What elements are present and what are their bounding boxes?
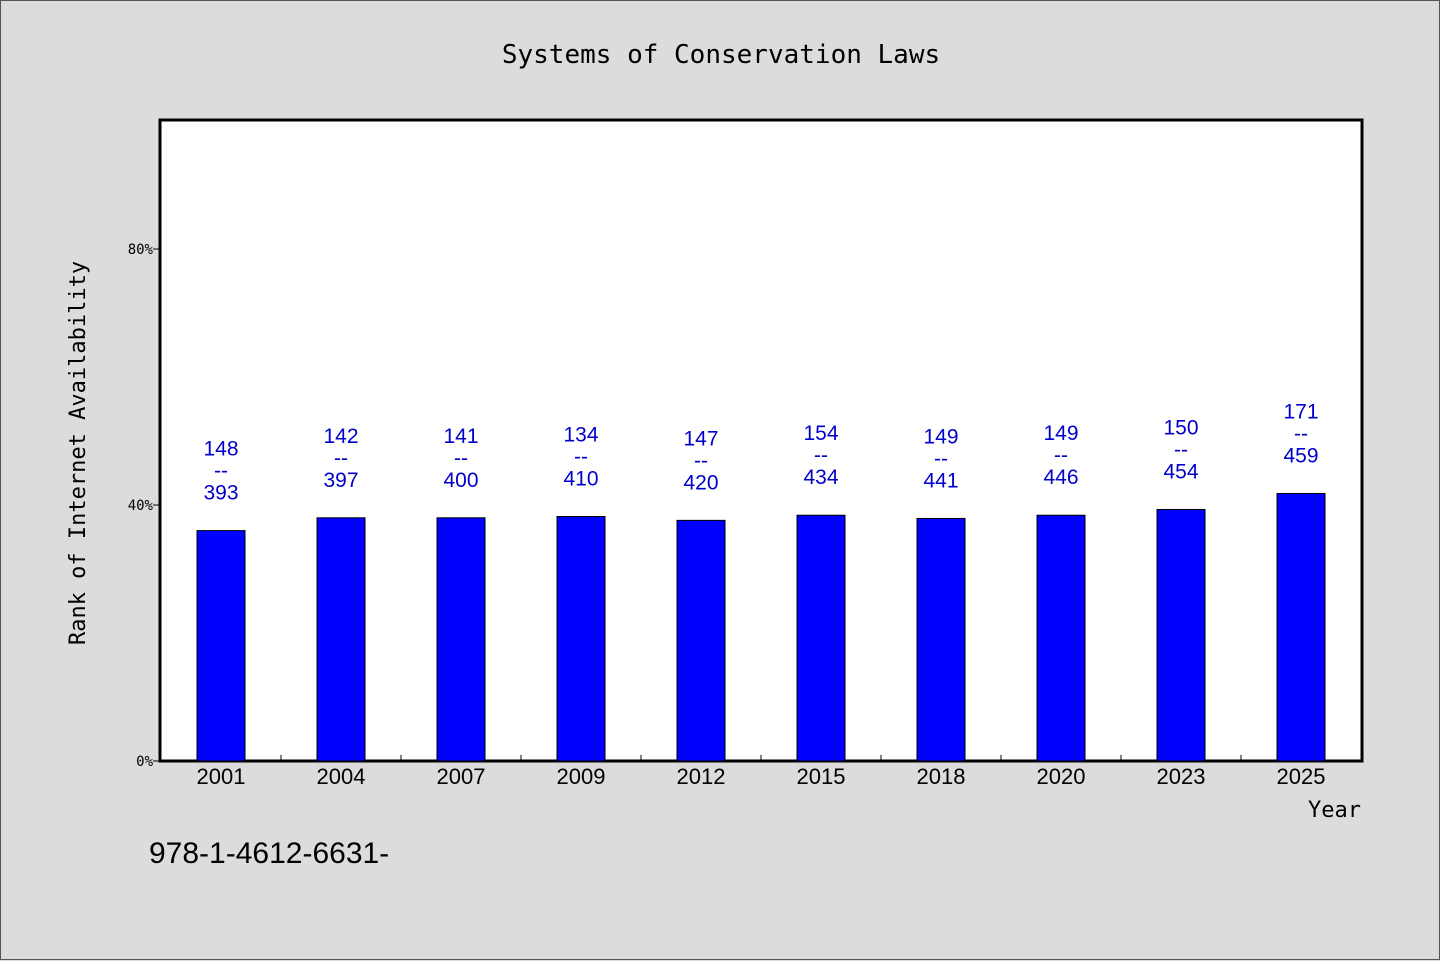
x-tick-label-2018: 2018: [917, 764, 966, 789]
x-axis-title: Year: [1308, 798, 1361, 823]
data-label-top-2007: 141: [443, 425, 478, 448]
data-label-sep-2015: --: [814, 444, 828, 467]
bar-2023: [1156, 508, 1206, 762]
data-label-top-2025: 171: [1283, 400, 1318, 423]
data-label-bottom-2009: 410: [563, 468, 598, 491]
x-axis: 2001 2004 2007 2009 2012 2015 2018 2020 2023 2025: [197, 755, 1326, 789]
data-label-bottom-2012: 420: [683, 471, 718, 494]
data-label-bottom-2001: 393: [203, 482, 238, 505]
footnote: 978-1-4612-6631-: [149, 837, 389, 870]
data-label-sep-2018: --: [934, 447, 948, 470]
x-tick-label-2009: 2009: [557, 764, 606, 789]
data-label-top-2004: 142: [323, 425, 358, 448]
bar-2015: [796, 514, 846, 762]
bar-2001: [196, 530, 246, 762]
data-label-top-2015: 154: [803, 422, 838, 445]
bars-group: [196, 492, 1326, 762]
data-label-sep-2009: --: [574, 446, 588, 469]
data-label-sep-2007: --: [454, 447, 468, 470]
bar-2004: [316, 517, 366, 762]
data-label-top-2012: 147: [683, 427, 718, 450]
data-label-sep-2004: --: [334, 447, 348, 470]
bar-2007: [436, 517, 486, 762]
x-tick-label-2004: 2004: [317, 764, 366, 789]
data-labels-group: 148--393142--397141--400134--410147--420…: [203, 400, 1318, 504]
data-label-bottom-2025: 459: [1283, 444, 1318, 467]
data-label-bottom-2020: 446: [1043, 466, 1078, 489]
chart-title: Systems of Conservation Laws: [502, 40, 940, 70]
data-label-sep-2001: --: [214, 460, 228, 483]
bar-2020: [1036, 514, 1086, 762]
data-label-bottom-2018: 441: [923, 469, 958, 492]
data-label-bottom-2023: 454: [1163, 460, 1198, 483]
data-label-top-2020: 149: [1043, 422, 1078, 445]
y-tick-label-0: 0%: [136, 754, 153, 770]
data-label-top-2009: 134: [563, 424, 598, 447]
data-label-sep-2025: --: [1294, 422, 1308, 445]
data-label-top-2023: 150: [1163, 416, 1198, 439]
data-label-sep-2012: --: [694, 449, 708, 472]
y-axis-title: Rank of Internet Availability: [66, 261, 91, 645]
x-tick-label-2007: 2007: [437, 764, 486, 789]
y-axis: 0% 40% 80%: [128, 242, 161, 770]
x-tick-label-2015: 2015: [797, 764, 846, 789]
x-tick-label-2012: 2012: [677, 764, 726, 789]
data-label-sep-2023: --: [1174, 438, 1188, 461]
y-tick-label-40: 40%: [128, 498, 154, 514]
data-label-sep-2020: --: [1054, 444, 1068, 467]
bar-2012: [676, 519, 726, 762]
x-tick-label-2025: 2025: [1277, 764, 1326, 789]
data-label-top-2018: 149: [923, 425, 958, 448]
bar-2018: [916, 517, 966, 762]
data-label-bottom-2007: 400: [443, 469, 478, 492]
y-tick-label-80: 80%: [128, 242, 154, 258]
bar-2009: [556, 516, 606, 762]
data-label-top-2001: 148: [203, 438, 238, 461]
data-label-bottom-2015: 434: [803, 466, 838, 489]
bar-2025: [1276, 492, 1326, 762]
x-tick-label-2001: 2001: [197, 764, 246, 789]
data-label-bottom-2004: 397: [323, 469, 358, 492]
x-tick-label-2020: 2020: [1037, 764, 1086, 789]
x-tick-label-2023: 2023: [1157, 764, 1206, 789]
